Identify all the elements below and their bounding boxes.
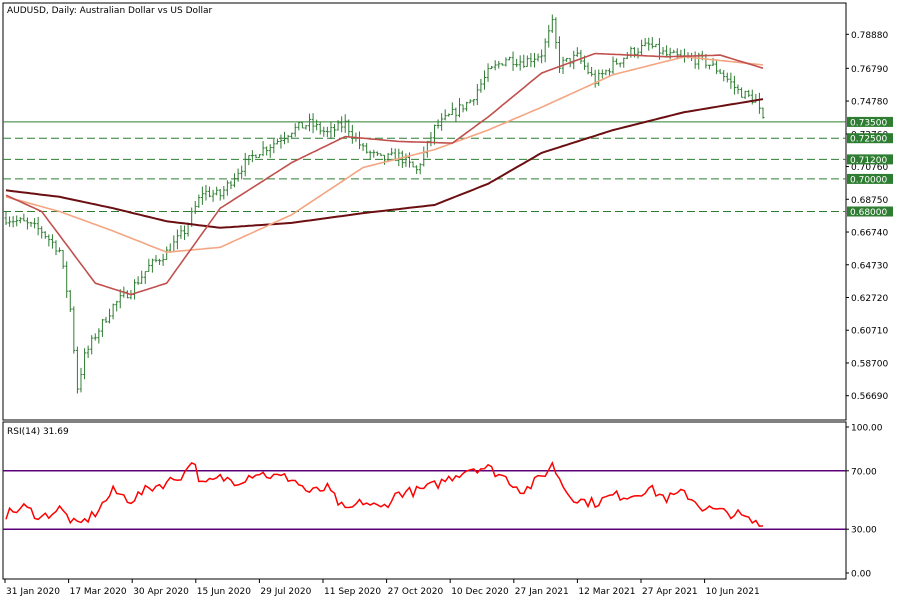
price-axis-tick-label: 0.76790 (851, 65, 888, 75)
moving-average-ma_fast (5, 52, 764, 296)
price-axis-tick-label: 0.70760 (851, 163, 888, 173)
date-axis: 31 Jan 2020 17 Mar 2020 30 Apr 2020 15 Jun … (4, 579, 760, 597)
price-level-label: 0.68000 (850, 208, 887, 218)
rsi-axis-tick-label: 70.00 (851, 467, 877, 477)
price-axis-tick-label: 0.68750 (851, 196, 888, 206)
rsi-label: RSI(14) 31.69 (7, 427, 69, 437)
date-axis-tick-label: 10 Dec 2020 (451, 587, 509, 597)
date-axis-tick-label: 30 Apr 2020 (133, 587, 189, 597)
price-axis-tick-label: 0.78880 (851, 31, 888, 41)
rsi-axis-tick-label: 100.00 (851, 424, 883, 434)
price-level-badge (847, 173, 893, 184)
price-level-badge (847, 116, 893, 127)
price-level-badge (847, 133, 893, 144)
price-level-lines (3, 121, 846, 212)
moving-average-lines (5, 52, 764, 296)
price-level-label: 0.70000 (850, 175, 887, 185)
price-axis-tick-label: 0.64730 (851, 261, 888, 271)
price-level-label: 0.72500 (850, 135, 887, 145)
price-axis-tick-label: 0.62720 (851, 294, 888, 304)
chart-title: AUDUSD, Daily: Australian Dollar vs US D… (7, 6, 213, 16)
date-axis-tick-label: 11 Sep 2020 (324, 587, 381, 597)
price-level-label: 0.73500 (850, 118, 887, 128)
moving-average-ma_slow (5, 98, 764, 229)
price-level-labels: 0.73500 0.72500 0.71200 0.70000 0.68000 (847, 116, 893, 218)
date-axis-tick-label: 27 Oct 2020 (388, 587, 444, 597)
price-axis-tick-label: 0.58700 (851, 359, 888, 369)
date-axis-tick-label: 12 Mar 2021 (578, 587, 635, 597)
date-axis-tick-label: 17 Mar 2020 (70, 587, 127, 597)
date-axis-tick-label: 27 Apr 2021 (642, 587, 698, 597)
rsi-axis: 100.00 70.00 30.00 0.00 (846, 424, 883, 580)
rsi-axis-tick-label: 0.00 (851, 570, 871, 580)
rsi-line (5, 460, 764, 527)
price-level-badge (847, 154, 893, 165)
rsi-axis-tick-label: 30.00 (851, 526, 877, 536)
date-axis-tick-label: 15 Jun 2020 (197, 587, 251, 597)
price-axis-tick-label: 0.74780 (851, 98, 888, 108)
date-axis-tick-label: 27 Jan 2021 (515, 587, 569, 597)
price-bars (4, 14, 765, 394)
rsi-series (3, 460, 846, 530)
price-axis-tick-label: 0.66740 (851, 229, 888, 239)
date-axis-tick-label: 10 Jun 2021 (706, 587, 760, 597)
price-level-label: 0.71200 (850, 156, 887, 166)
date-axis-tick-label: 31 Jan 2020 (6, 587, 60, 597)
rsi-panel-frame (2, 421, 847, 580)
price-level-badge (847, 206, 893, 217)
price-axis-tick-label: 0.60710 (851, 327, 888, 337)
date-axis-tick-label: 29 Jul 2020 (260, 587, 311, 597)
price-axis-tick-label: 0.56690 (851, 392, 888, 402)
moving-average-ma_mid (5, 55, 764, 254)
